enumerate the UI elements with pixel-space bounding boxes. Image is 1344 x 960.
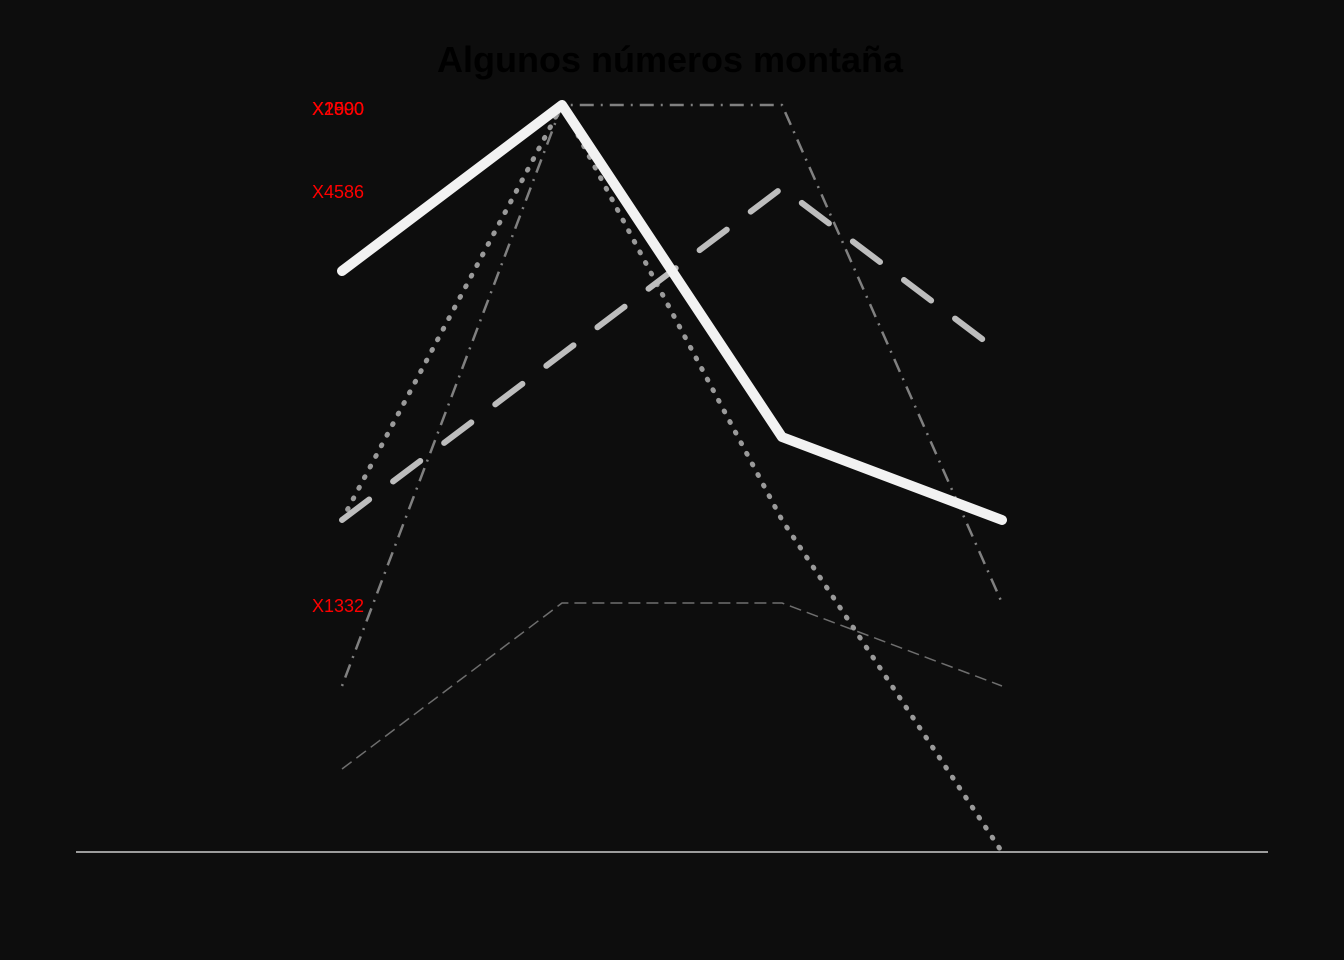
series-label-x4586: X4586: [312, 182, 364, 202]
series-label-x2990: X2990: [312, 99, 364, 119]
series-line-x2990: [339, 102, 1005, 855]
series-label-x1000: X1000: [312, 99, 364, 119]
series-labels: X2990 X1000 X2500 X4586 X1332: [312, 99, 364, 616]
series-line-x2500: [340, 103, 1004, 687]
series-lines: [337, 100, 1007, 855]
series-label-x1332: X1332: [312, 596, 364, 616]
series-line-x4586: [337, 100, 1007, 525]
chart-title: Algunos números montaña: [437, 39, 904, 80]
series-label-x2500: X2500: [312, 99, 364, 119]
series-line-x1332: [341, 602, 1003, 770]
